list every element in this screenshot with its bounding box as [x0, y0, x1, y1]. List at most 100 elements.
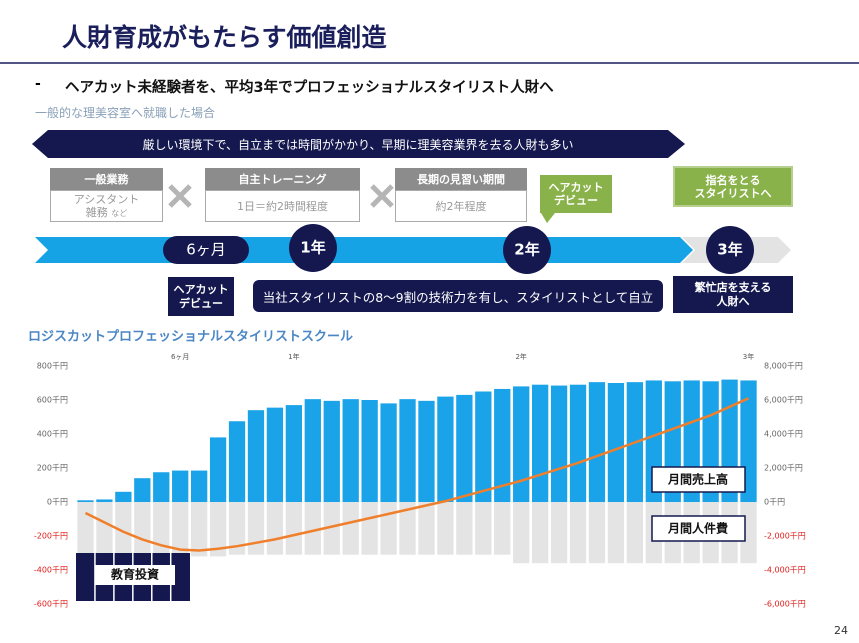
bar	[361, 502, 378, 555]
line: デビュー	[179, 296, 223, 310]
line: スタイリストへ	[694, 186, 772, 200]
bar	[209, 502, 227, 557]
bar	[172, 502, 189, 557]
bar	[569, 502, 587, 564]
marker-2y	[503, 226, 551, 274]
step-body: アシスタント 雑務 など	[50, 190, 163, 222]
bar	[437, 396, 454, 502]
bar	[531, 384, 549, 502]
legend-label: 月間人件費	[667, 521, 728, 536]
chart-title: ロジスカットプロフェッショナルスタイリストスクール	[28, 330, 353, 345]
bar	[285, 502, 303, 555]
slide-title: 人財育成がもたらす価値創造	[62, 23, 387, 52]
bar	[494, 502, 511, 555]
bar	[626, 502, 644, 564]
bar	[285, 405, 303, 502]
page-number: 24	[834, 624, 848, 637]
line: 人財へ	[716, 294, 750, 308]
step-small: など	[111, 208, 128, 218]
subtitle: ヘアカット未経験者を、平均3年でプロフェッショナルスタイリスト人財へ	[65, 80, 554, 96]
bar	[304, 502, 321, 555]
line: ヘアカット	[173, 282, 229, 296]
marker-6m	[163, 236, 249, 264]
bar	[418, 400, 435, 502]
bar	[569, 384, 587, 502]
timeline-blue	[35, 237, 693, 263]
step-line: アシスタント	[73, 192, 140, 206]
step-head: 自主トレーニング	[205, 168, 360, 190]
bar	[342, 399, 359, 502]
bar	[228, 502, 246, 555]
bar	[266, 502, 284, 555]
y-tick-label: -600千円	[34, 599, 68, 609]
bar	[96, 502, 113, 557]
bar	[342, 502, 359, 555]
bar	[209, 437, 227, 502]
note: 一般的な理美容室へ就職した場合	[35, 106, 216, 120]
marker-1y	[289, 224, 337, 272]
bar	[304, 399, 321, 502]
y2-tick-label: -4,000千円	[764, 565, 806, 575]
line: デビュー	[554, 194, 598, 207]
bar	[399, 502, 416, 555]
bar	[494, 388, 511, 502]
y2-tick-label: 4,000千円	[764, 429, 803, 439]
bar	[266, 407, 284, 502]
bullet: -	[35, 76, 41, 92]
bar	[134, 502, 151, 557]
marker-3y	[706, 226, 754, 274]
bar	[513, 386, 530, 502]
timeline-mark: 6ヶ月	[186, 241, 226, 259]
bar	[153, 472, 170, 502]
line: 指名をとる	[705, 173, 761, 187]
step-body: 約2年程度	[395, 190, 527, 222]
annotation-box	[95, 565, 175, 585]
bar	[456, 502, 473, 555]
step-head: 一般業務	[50, 168, 163, 190]
banner-arrow	[32, 130, 685, 158]
y-tick-label: 200千円	[37, 463, 68, 473]
banner-text: 厳しい環境下で、自立までは時間がかかり、早期に理美容業界を去る人財も多い	[142, 137, 574, 152]
investment-block: 教育投資	[76, 553, 190, 601]
bar	[588, 382, 606, 502]
legend-box	[651, 515, 746, 542]
step-line: 雑務	[85, 205, 108, 219]
timeline-mark: 2年	[514, 241, 539, 259]
line: 繁忙店を支える	[694, 280, 772, 294]
y2-tick-label: 8,000千円	[764, 361, 803, 371]
bar	[323, 400, 340, 502]
y2-tick-label: 2,000千円	[764, 463, 803, 473]
y2-tick-label: 6,000千円	[764, 395, 803, 405]
bar	[475, 391, 492, 502]
bar	[550, 385, 568, 502]
bar	[550, 502, 568, 564]
bar	[323, 502, 340, 555]
y2-tick-label: 0千円	[764, 497, 785, 507]
bar	[247, 502, 265, 555]
skill-box: 当社スタイリストの8～9割の技術力を有し、スタイリストとして自立	[253, 280, 663, 312]
y-tick-label: 600千円	[37, 395, 68, 405]
goal-box: 指名をとる スタイリストへ	[673, 166, 793, 207]
bar	[399, 399, 416, 502]
y-tick-label: -400千円	[34, 565, 68, 575]
bar	[607, 383, 625, 502]
bar	[153, 502, 170, 557]
bar	[380, 403, 397, 502]
cross-icons	[168, 184, 394, 208]
x-tick-label: 6ヶ月	[171, 353, 189, 361]
x-tick-label: 2年	[515, 352, 526, 361]
bar	[190, 502, 208, 557]
bar	[228, 421, 246, 502]
x-tick-label: 3年	[743, 352, 754, 361]
bar	[172, 470, 189, 502]
bar	[134, 478, 151, 502]
y-tick-label: 800千円	[37, 361, 68, 371]
bar	[607, 502, 625, 564]
timeline-mark: 3年	[717, 241, 742, 259]
y-tick-label: -200千円	[34, 531, 68, 541]
bar	[247, 410, 265, 502]
step-head: 長期の見習い期間	[395, 168, 527, 190]
y-tick-label: 400千円	[37, 429, 68, 439]
y-tick-label: 0千円	[47, 497, 68, 507]
